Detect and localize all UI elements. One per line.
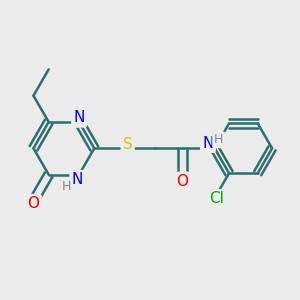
Text: Cl: Cl — [209, 191, 224, 206]
Text: N: N — [74, 110, 85, 125]
Text: H: H — [214, 134, 224, 146]
Text: N: N — [72, 172, 83, 187]
Text: N: N — [202, 136, 214, 151]
Text: H: H — [61, 180, 71, 193]
Text: S: S — [123, 137, 133, 152]
Text: O: O — [176, 174, 188, 189]
Text: O: O — [28, 196, 40, 211]
